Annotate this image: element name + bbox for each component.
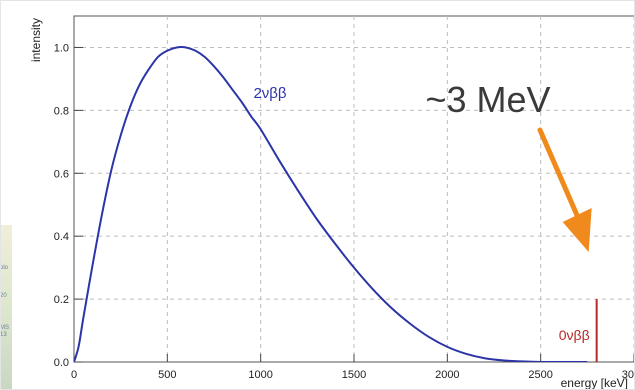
x-tick-label: 0: [71, 369, 77, 381]
y-tick-label: 0.8: [54, 105, 69, 117]
series-label-2vbb: 2νββ: [253, 85, 286, 102]
annotation-layer: ~3 MeV: [425, 79, 592, 252]
edge-text-fragment: olo: [0, 265, 9, 271]
x-tick-label: 2000: [435, 369, 459, 381]
x-tick-label: 1000: [248, 369, 272, 381]
series-line-2vbb: [74, 46, 588, 362]
y-axis-label: intensity: [29, 18, 43, 62]
x-tick-label: 2500: [528, 369, 552, 381]
annotation-arrow-head: [562, 208, 592, 252]
x-tick-label: 3000: [622, 369, 635, 381]
annotation-label: ~3 MeV: [425, 79, 550, 120]
axis-ticks: 0 500 1000 1500 2000 2500 3000 0.0 0.2 0.4 0.6 0.8 1…: [54, 42, 635, 381]
series-layer: [74, 46, 598, 362]
x-tick-label: 500: [158, 369, 176, 381]
x-axis-label: energy [keV]: [561, 376, 628, 390]
y-tick-label: 0.0: [54, 357, 69, 369]
y-tick-label: 0.4: [54, 231, 69, 243]
edge-text-fragment: 13: [0, 332, 7, 338]
y-tick-label: 0.2: [54, 294, 69, 306]
series-labels: 2νββ 0νββ: [253, 85, 589, 343]
y-tick-label: 1.0: [54, 42, 69, 54]
x-tick-label: 1500: [342, 369, 366, 381]
y-tick-label: 0.6: [54, 168, 69, 180]
left-edge-strip: olo 20 MS 13: [0, 225, 12, 390]
edge-text-fragment: 20: [0, 293, 7, 299]
edge-text-fragment: MS: [0, 325, 9, 331]
grid: [74, 16, 635, 362]
annotation-arrow-shaft: [537, 127, 585, 229]
series-label-0vbb: 0νββ: [559, 327, 590, 343]
